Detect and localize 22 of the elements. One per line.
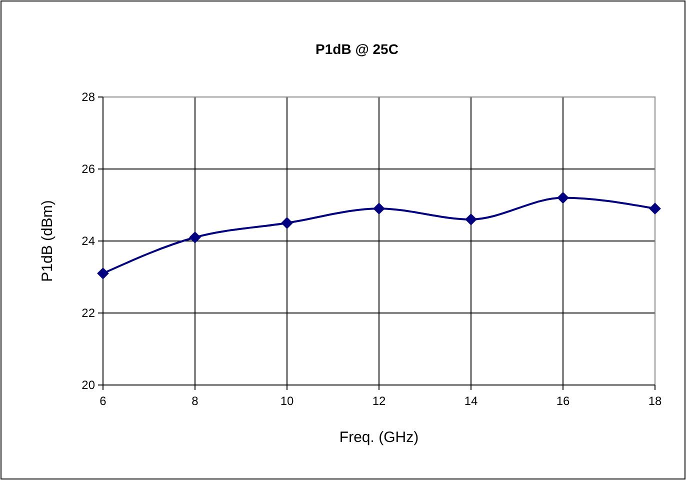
x-axis-title: Freq. (GHz) [339, 429, 419, 446]
y-tick-label: 20 [82, 378, 96, 392]
y-tick-label: 22 [82, 306, 96, 320]
y-tick-label: 26 [82, 162, 96, 176]
x-tick-label: 18 [648, 394, 662, 408]
chart-title: P1dB @ 25C [316, 41, 398, 57]
point [281, 217, 293, 229]
y-axis-title: P1dB (dBm) [39, 200, 56, 282]
x-tick-label: 8 [192, 394, 199, 408]
x-tick-label: 10 [280, 394, 294, 408]
point [557, 192, 569, 204]
x-tick-label: 6 [100, 394, 107, 408]
point [373, 202, 385, 215]
point [189, 231, 201, 244]
point [465, 213, 477, 226]
point [649, 202, 661, 215]
y-tick-label: 24 [82, 234, 96, 248]
x-tick-label: 14 [464, 394, 478, 408]
x-tick-label: 12 [372, 394, 386, 408]
y-tick-label: 28 [82, 90, 96, 104]
x-tick-label: 16 [556, 394, 570, 408]
point [97, 267, 109, 280]
